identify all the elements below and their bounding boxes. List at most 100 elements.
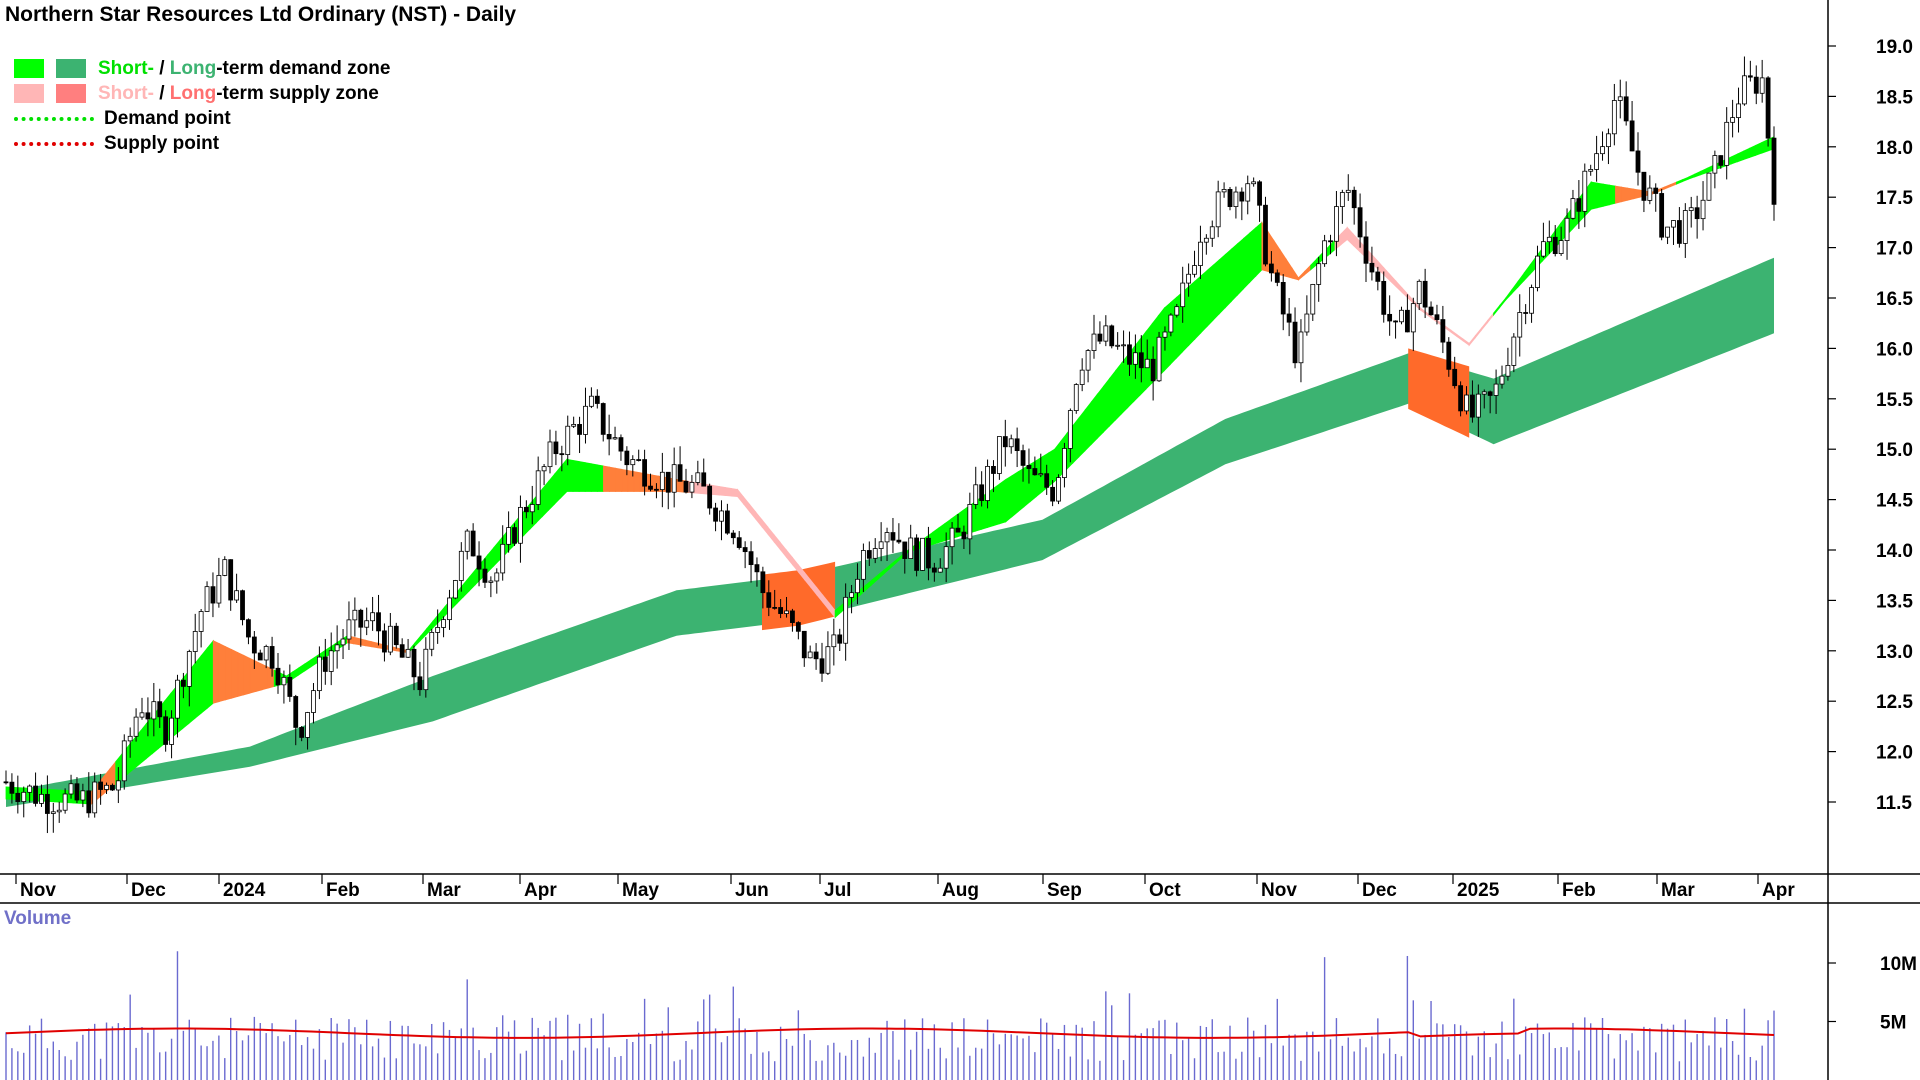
candle	[1676, 207, 1682, 248]
candle	[382, 623, 387, 662]
candle-body	[795, 622, 801, 632]
short-term-zone-seg	[755, 511, 763, 528]
candle	[115, 767, 121, 804]
candle	[1688, 196, 1694, 228]
candle-body	[62, 793, 68, 811]
candle	[1730, 99, 1736, 138]
candle-body	[340, 638, 346, 646]
candle	[1345, 174, 1351, 201]
short-term-zone-seg	[487, 546, 495, 574]
candle	[1274, 269, 1280, 287]
candle	[405, 638, 411, 658]
candle-body	[1470, 394, 1475, 418]
candle-body	[121, 740, 127, 782]
candle-body	[1215, 191, 1221, 228]
candle	[1079, 358, 1085, 392]
candle-body	[878, 541, 884, 549]
candle-body	[807, 651, 813, 659]
candle	[9, 773, 15, 804]
candle-body	[790, 610, 795, 623]
short-term-zone-seg	[218, 643, 226, 703]
candle-body	[991, 465, 996, 474]
candle	[464, 528, 470, 560]
candle-body	[600, 403, 606, 435]
candle-body	[287, 676, 293, 697]
short-term-zone-seg	[1743, 147, 1751, 161]
legend-demand-rest: -term demand zone	[216, 57, 391, 79]
candle-body	[955, 527, 961, 533]
short-term-zone-seg	[267, 666, 275, 689]
candle-body	[1682, 210, 1688, 244]
candle	[748, 541, 754, 583]
candle	[216, 557, 222, 608]
short-term-zone-seg	[1090, 393, 1098, 446]
candle	[518, 495, 523, 563]
volume-layer	[5, 951, 1775, 1080]
candle-body	[1209, 226, 1215, 239]
candle	[659, 452, 665, 508]
candle-body	[1038, 473, 1044, 476]
candle-body	[1292, 321, 1298, 364]
candle-body	[1298, 331, 1304, 364]
candle-body	[813, 651, 819, 660]
candle-body	[535, 470, 541, 505]
candle-body	[914, 537, 920, 571]
candle	[1334, 190, 1339, 257]
candle	[1286, 297, 1292, 337]
price-tick-label: 15.0	[1876, 440, 1913, 461]
short-term-zone-seg	[1048, 448, 1056, 488]
short-term-zone-seg	[468, 568, 476, 592]
short-term-zone-seg	[1480, 319, 1488, 332]
candle-body	[784, 610, 789, 614]
candle	[849, 584, 854, 614]
volume-average-line	[5, 1027, 1775, 1039]
candle-body	[494, 572, 500, 582]
x-tick-label: Nov	[1261, 880, 1297, 901]
candle	[1606, 128, 1611, 165]
candle	[1121, 330, 1126, 363]
candle	[884, 527, 890, 561]
candle-body	[476, 555, 482, 570]
candle	[1623, 81, 1629, 126]
short-term-zone-seg	[243, 654, 251, 696]
candle	[1434, 304, 1440, 325]
candle	[1529, 284, 1534, 323]
candle-body	[541, 466, 547, 472]
candle	[186, 649, 192, 707]
legend-demand-point-label: Demand point	[104, 107, 231, 129]
candle	[151, 682, 157, 737]
candle-body	[429, 632, 435, 650]
candle	[1239, 187, 1245, 221]
candle	[1747, 60, 1753, 82]
candle	[452, 579, 458, 600]
candle-body	[1730, 117, 1736, 123]
candle	[1357, 193, 1363, 248]
candle	[565, 415, 571, 466]
short-term-zone-seg	[1737, 150, 1744, 163]
candle	[1144, 339, 1150, 369]
candle	[21, 786, 27, 818]
x-tick-label: Oct	[1149, 880, 1181, 901]
candle-body	[1552, 236, 1558, 255]
candle-body	[630, 459, 636, 466]
candle	[175, 674, 180, 738]
short-term-zone-seg	[1499, 296, 1507, 309]
candle	[1594, 135, 1600, 182]
candle-body	[1109, 325, 1115, 347]
price-tick-label: 14.5	[1876, 491, 1913, 512]
candle-body	[695, 472, 701, 483]
short-term-zone-seg	[1700, 167, 1708, 176]
candle-body	[1008, 438, 1014, 448]
candle-body	[1274, 272, 1280, 283]
short-term-zone-seg	[712, 485, 720, 496]
candle-body	[163, 716, 169, 745]
short-term-zone-seg	[1487, 311, 1494, 324]
candle-body	[1535, 255, 1540, 288]
candle-body	[1570, 198, 1576, 219]
candle	[246, 618, 251, 645]
short-term-zone-seg	[249, 657, 257, 694]
candle	[677, 446, 683, 482]
candle-body	[1150, 358, 1156, 382]
candle	[955, 513, 961, 533]
candle-body	[1688, 207, 1694, 211]
